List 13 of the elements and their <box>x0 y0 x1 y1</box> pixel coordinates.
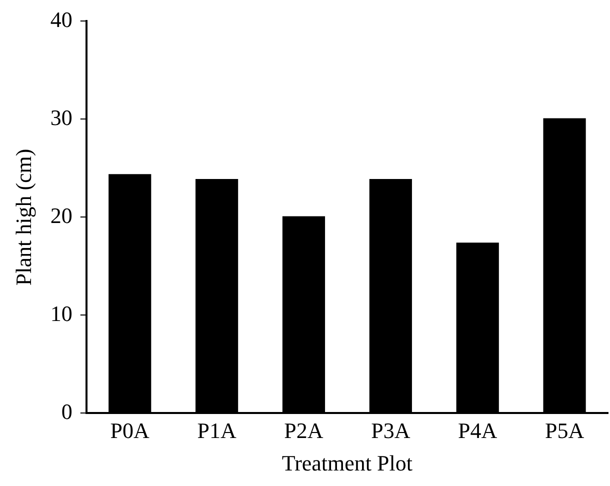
x-tick-label: P5A <box>544 418 584 444</box>
y-axis-title: Plant high (cm) <box>10 148 36 286</box>
y-tick-label: 0 <box>61 398 72 424</box>
x-tick-label: P1A <box>197 418 236 444</box>
y-tick-label: 30 <box>50 104 72 130</box>
y-tick-label: 40 <box>50 6 72 32</box>
x-tick-label: P2A <box>284 418 324 444</box>
x-tick-label: P3A <box>371 418 410 444</box>
y-tick-label: 20 <box>50 202 72 228</box>
x-tick-label: P4A <box>458 418 498 444</box>
x-axis-title: Treatment Plot <box>282 450 412 476</box>
y-tick-label: 10 <box>50 300 72 326</box>
x-tick-label: P0A <box>110 418 150 444</box>
